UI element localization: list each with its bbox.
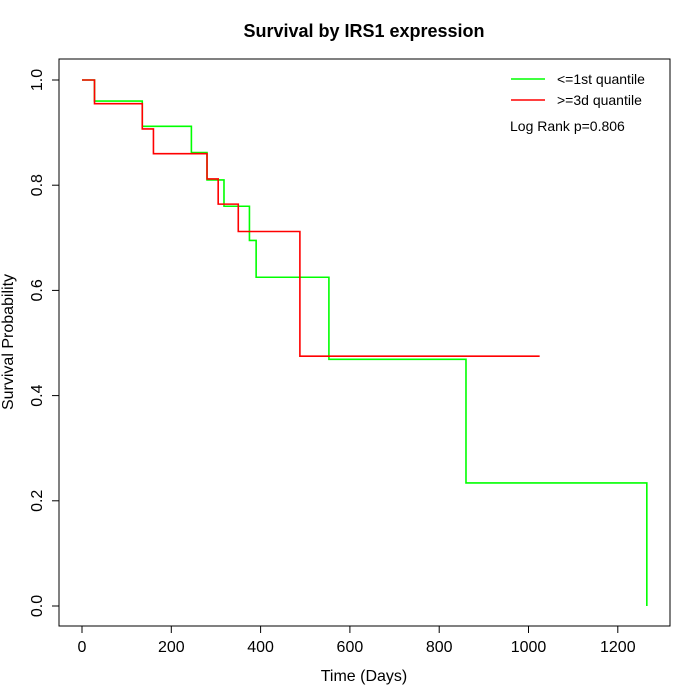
x-tick-label: 1000 — [511, 639, 547, 656]
plot-frame — [58, 58, 671, 627]
survival-curves — [82, 79, 648, 606]
series-line-2 — [82, 79, 540, 357]
series-line-1 — [82, 79, 648, 606]
legend-label-2: >=3d quantile — [557, 92, 642, 108]
log-rank-annotation: Log Rank p=0.806 — [510, 118, 625, 134]
x-tick-label: 400 — [247, 639, 274, 656]
x-tick-label: 200 — [158, 639, 185, 656]
y-tick-label: 0.6 — [29, 279, 46, 301]
x-tick-label: 0 — [78, 639, 87, 656]
y-tick-label: 0.8 — [29, 174, 46, 196]
y-tick-label: 1.0 — [29, 69, 46, 91]
x-tick-label: 800 — [426, 639, 453, 656]
x-axis-label: Time (Days) — [321, 668, 408, 685]
y-tick-label: 0.2 — [29, 490, 46, 512]
legend: <=1st quantile >=3d quantile — [511, 71, 645, 108]
y-tick-label: 0.4 — [29, 384, 46, 406]
legend-label-1: <=1st quantile — [557, 71, 645, 87]
x-axis: 0 200 400 600 800 1000 1200 — [78, 625, 636, 656]
y-tick-label: 0.0 — [29, 595, 46, 617]
x-tick-label: 1200 — [600, 639, 636, 656]
chart-title: Survival by IRS1 expression — [243, 21, 484, 41]
y-axis-label: Survival Probability — [0, 274, 17, 410]
y-axis: 0.0 0.2 0.4 0.6 0.8 1.0 — [29, 69, 60, 617]
x-tick-label: 600 — [337, 639, 364, 656]
